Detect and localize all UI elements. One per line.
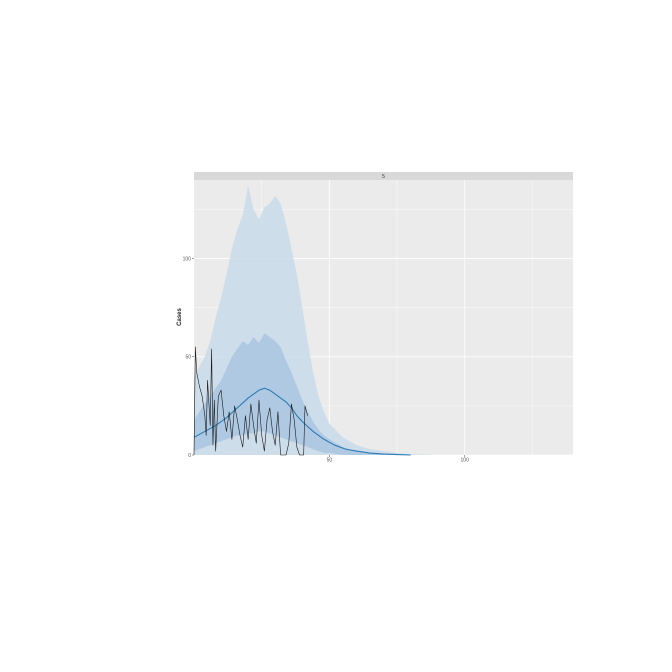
y-tick-label: 0 [188,453,191,459]
x-axis: 50 100 [327,455,470,464]
line-median [193,387,411,456]
uncertainty-bands [194,185,438,455]
x-tick-label: 100 [461,458,470,464]
y-axis: 0 50 100 [183,256,194,459]
y-axis-title: Cases [177,308,183,326]
facet-strip-label: 5 [382,174,385,180]
y-tick-label: 50 [185,355,191,361]
facet-strip [194,172,573,180]
series-lines [193,346,411,456]
band-50-interval [194,333,411,455]
x-tick-label: 50 [327,458,333,464]
y-tick-label: 100 [183,256,192,262]
line-observed [193,346,308,456]
